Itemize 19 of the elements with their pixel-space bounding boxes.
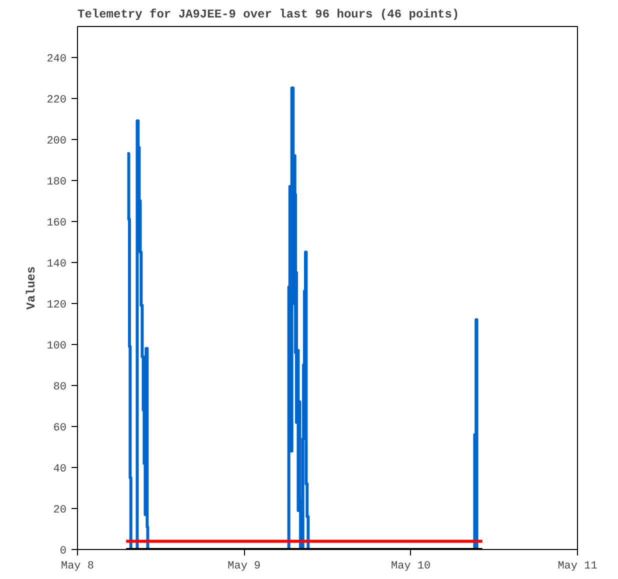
y-tick-label: 20 (53, 504, 66, 516)
y-axis-title: Values (24, 266, 39, 310)
y-tick-label: 40 (53, 463, 66, 476)
y-tick-label: 140 (46, 258, 67, 270)
y-tick-label: 120 (46, 299, 67, 312)
x-tick-label: May 8 (60, 560, 94, 572)
y-tick-label: 200 (46, 135, 67, 148)
y-tick-label: 0 (60, 546, 67, 558)
y-tick-label: 60 (53, 422, 66, 434)
y-tick-label: 160 (46, 217, 67, 230)
y-tick-label: 180 (46, 176, 67, 188)
y-tick-label: 220 (46, 94, 67, 106)
x-tick-label: May 9 (228, 560, 261, 572)
y-tick-label: 240 (46, 53, 67, 66)
y-tick-label: 100 (46, 340, 67, 352)
x-tick-label: May 11 (558, 560, 598, 572)
chart-title: Telemetry for JA9JEE-9 over last 96 hours (46 points) (78, 8, 460, 22)
x-tick-label: May 10 (391, 560, 431, 572)
y-tick-label: 80 (53, 381, 66, 394)
